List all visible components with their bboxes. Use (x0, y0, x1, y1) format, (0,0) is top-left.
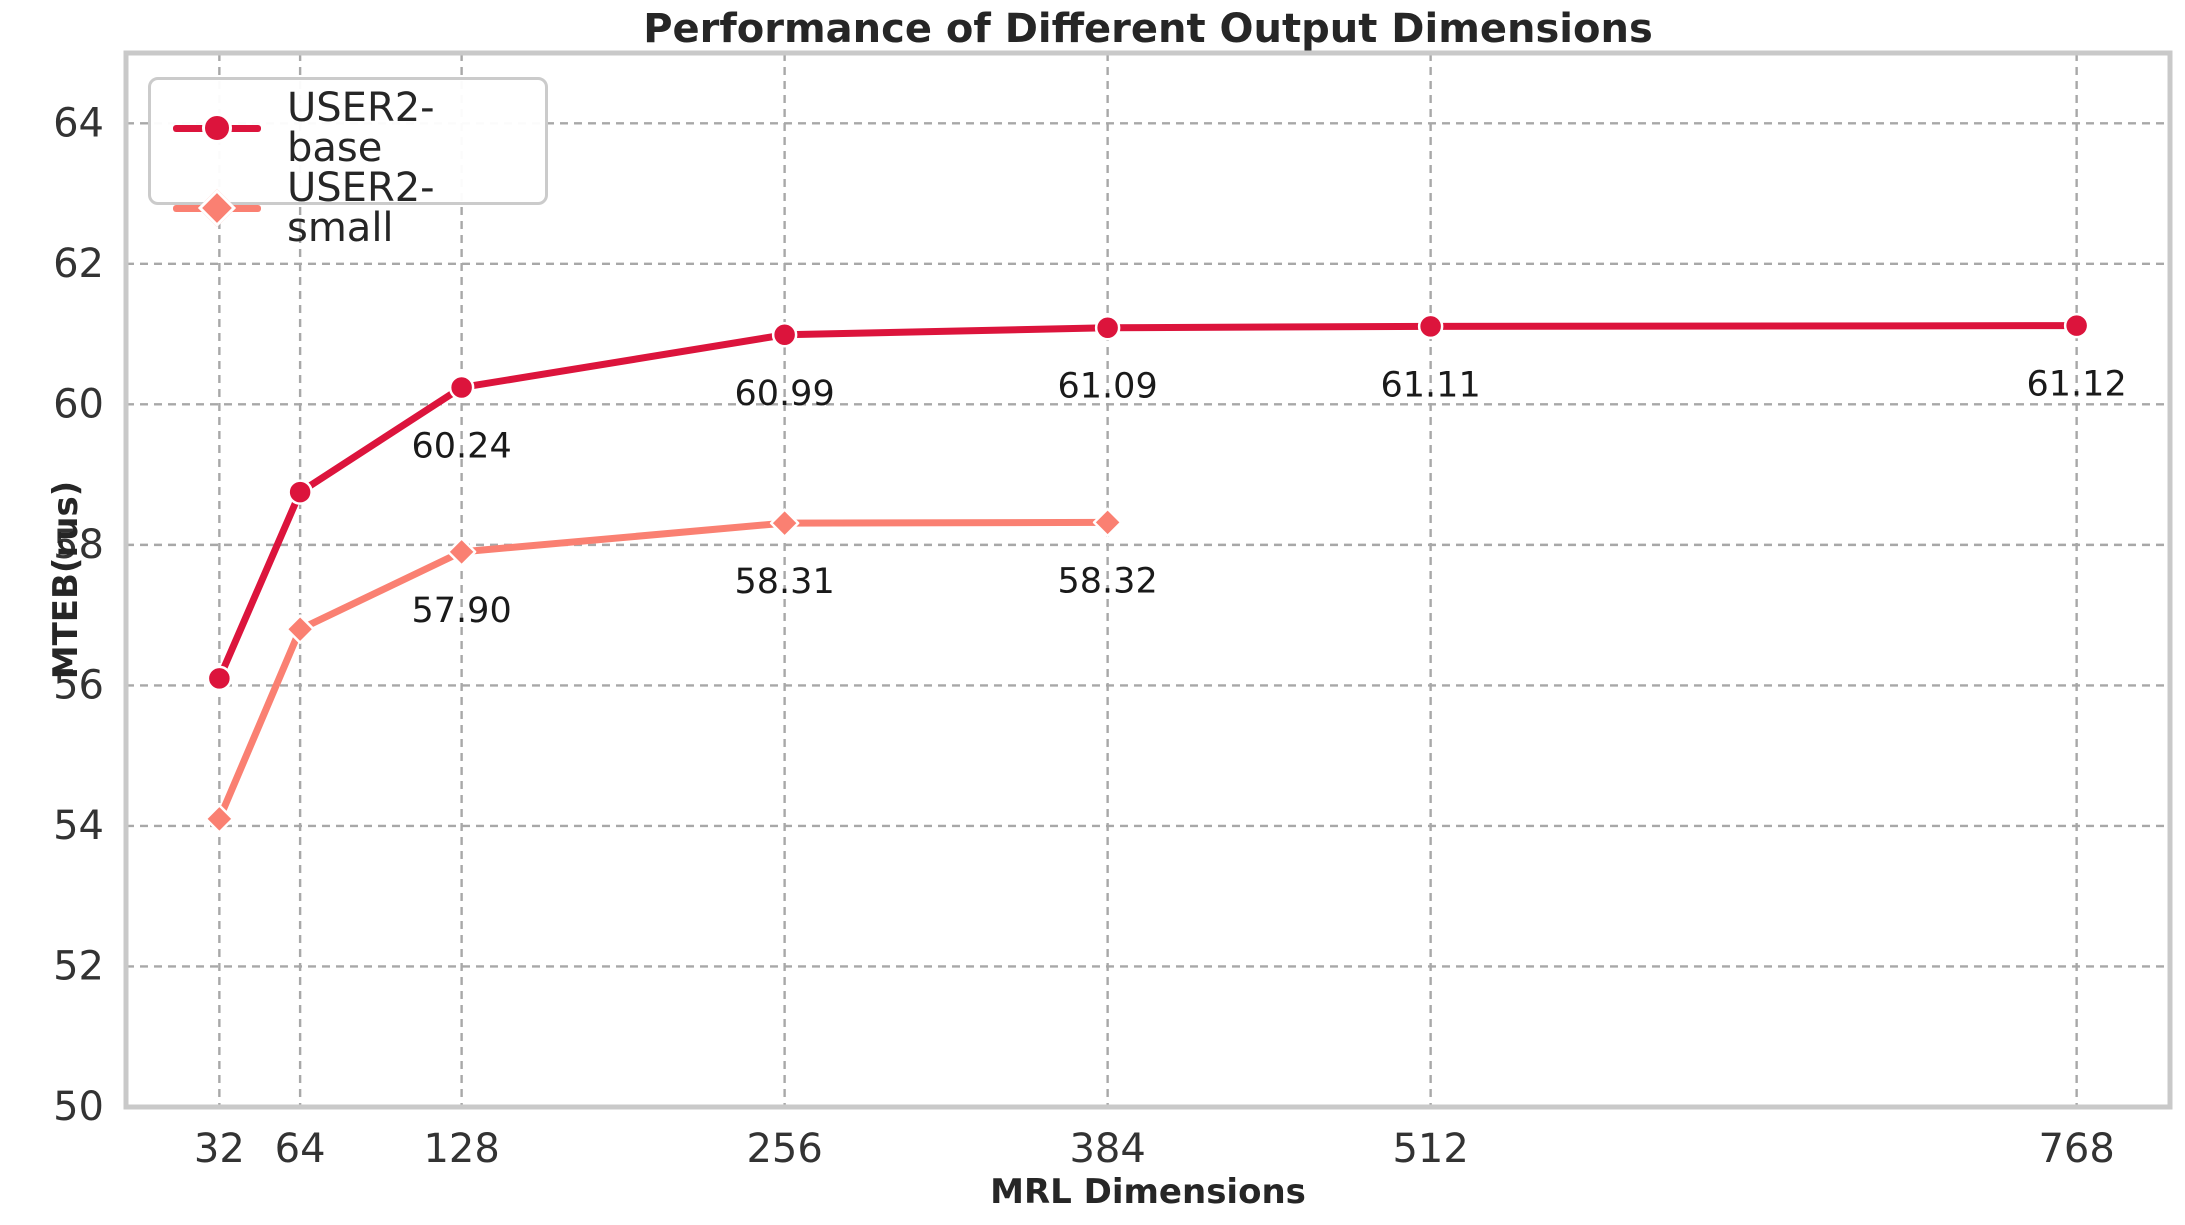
y-tick-label-50: 50 (53, 1084, 104, 1130)
legend: USER2-base USER2-small (148, 77, 548, 248)
series-line-user2-small (215, 518, 1112, 823)
data-point-user2-base-512 (1417, 313, 1444, 340)
x-tick-label-128: 128 (423, 1126, 499, 1172)
data-point-user2-base-32 (206, 665, 233, 692)
x-axis-label: MRL Dimensions (990, 1172, 1306, 1212)
y-tick-label-54: 54 (53, 803, 104, 849)
data-point-user2-base-768 (2063, 312, 2090, 339)
plot-spines (123, 50, 2173, 1110)
data-point-user2-base-384 (1094, 314, 1121, 341)
chart-title: Performance of Different Output Dimensio… (643, 6, 1653, 52)
circle-marker-icon (202, 113, 232, 143)
data-point-user2-small-256 (769, 508, 800, 538)
x-tick-label-64: 64 (275, 1126, 326, 1172)
data-point-label-user2-small-384: 58.32 (1058, 561, 1158, 601)
y-axis-label: MTEB(rus) (46, 480, 86, 680)
data-point-label-user2-base-256: 60.99 (735, 374, 835, 414)
data-point-user2-base-64 (287, 479, 313, 505)
y-tick-label-62: 62 (53, 241, 104, 287)
x-tick-label-384: 384 (1069, 1126, 1145, 1172)
legend-label-base: USER2-base (287, 85, 435, 171)
legend-item-user2-small: USER2-small (173, 168, 523, 248)
x-tick-label-256: 256 (746, 1126, 822, 1172)
y-tick-label-60: 60 (53, 381, 104, 427)
y-tick-label-56: 56 (53, 662, 104, 708)
y-tick-label-64: 64 (53, 100, 104, 146)
legend-line-sample-base (173, 113, 261, 143)
data-point-user2-small-64 (285, 614, 315, 644)
data-point-user2-small-128 (446, 537, 477, 567)
diamond-marker-icon (197, 188, 237, 228)
data-point-label-user2-small-128: 57.90 (412, 591, 512, 631)
data-point-user2-small-384 (1092, 507, 1123, 538)
data-point-label-user2-base-768: 61.12 (2027, 365, 2127, 405)
legend-line-sample-small (173, 188, 261, 228)
data-point-label-user2-base-512: 61.11 (1381, 365, 1481, 405)
data-point-label-user2-base-384: 61.09 (1058, 367, 1158, 407)
x-tick-label-512: 512 (1392, 1126, 1468, 1172)
legend-item-user2-base: USER2-base (173, 88, 523, 168)
legend-label-small: USER2-small (287, 165, 435, 251)
x-tick-label-32: 32 (194, 1126, 245, 1172)
x-tick-label-768: 768 (2038, 1126, 2114, 1172)
data-point-user2-base-256 (771, 322, 798, 348)
data-point-label-user2-base-128: 60.24 (412, 426, 512, 466)
data-point-user2-small-32 (204, 804, 235, 834)
data-point-user2-base-128 (448, 374, 475, 401)
y-tick-label-52: 52 (53, 943, 104, 989)
data-point-label-user2-small-256: 58.31 (735, 562, 835, 602)
y-tick-label-58: 58 (53, 522, 104, 568)
